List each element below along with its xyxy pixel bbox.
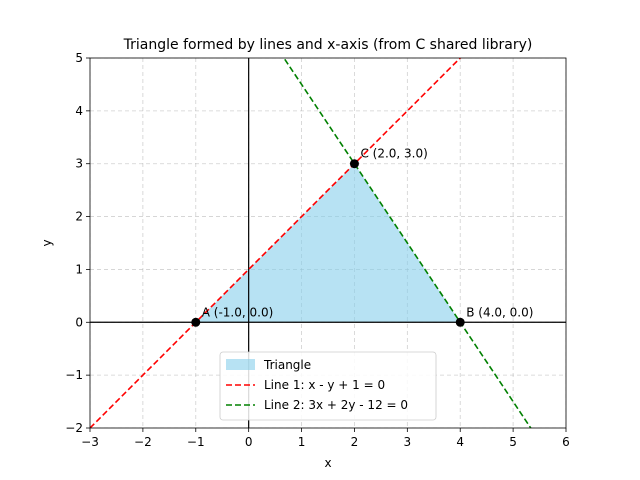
y-tick-label: −2 (65, 421, 83, 435)
legend-label-line-2: Line 2: 3x + 2y - 12 = 0 (264, 398, 408, 412)
point-marker (349, 159, 359, 169)
series-line-1 (90, 58, 462, 428)
x-tick-label: −3 (81, 435, 99, 449)
point-label: C (2.0, 3.0) (360, 147, 427, 161)
chart-title: Triangle formed by lines and x-axis (fro… (123, 37, 533, 53)
x-tick-label: 5 (509, 435, 517, 449)
plot-frame (89, 57, 567, 429)
x-tick-label: 0 (245, 435, 253, 449)
x-tick-label: 4 (456, 435, 464, 449)
y-tick-label: −1 (65, 368, 83, 382)
y-axis-label: y (40, 239, 54, 246)
points-layer: A (-1.0, 0.0) B (4.0, 0.0) C (2.0, 3.0) (191, 147, 533, 327)
legend-swatch-triangle (226, 359, 255, 370)
series-line-2 (282, 58, 532, 428)
legend-label-triangle: Triangle (263, 358, 311, 372)
x-tick-label: 3 (404, 435, 412, 449)
x-tick-label: −2 (134, 435, 152, 449)
x-tick-label: −1 (187, 435, 205, 449)
point-label: B (4.0, 0.0) (466, 305, 533, 319)
y-tick-label: 0 (75, 315, 83, 329)
triangle-fill (195, 163, 461, 323)
y-tick-label: 5 (75, 51, 83, 65)
point-marker (455, 317, 465, 327)
point-label: A (-1.0, 0.0) (202, 305, 274, 319)
x-tick-label: 2 (351, 435, 359, 449)
legend-label-line-1: Line 1: x - y + 1 = 0 (264, 378, 385, 392)
y-tick-label: 2 (75, 210, 83, 224)
legend: Triangle Line 1: x - y + 1 = 0 Line 2: 3x … (219, 351, 437, 421)
triangle-fill-layer (195, 163, 461, 323)
y-tick-label: 3 (75, 157, 83, 171)
y-tick-label: 4 (75, 104, 83, 118)
legend-box (219, 351, 437, 421)
x-tick-label: 1 (298, 435, 306, 449)
x-tick-label: 6 (562, 435, 570, 449)
x-axis-label: x (324, 456, 331, 470)
series-layer (90, 58, 532, 428)
y-tick-label: 1 (75, 262, 83, 276)
point-marker (191, 317, 201, 327)
